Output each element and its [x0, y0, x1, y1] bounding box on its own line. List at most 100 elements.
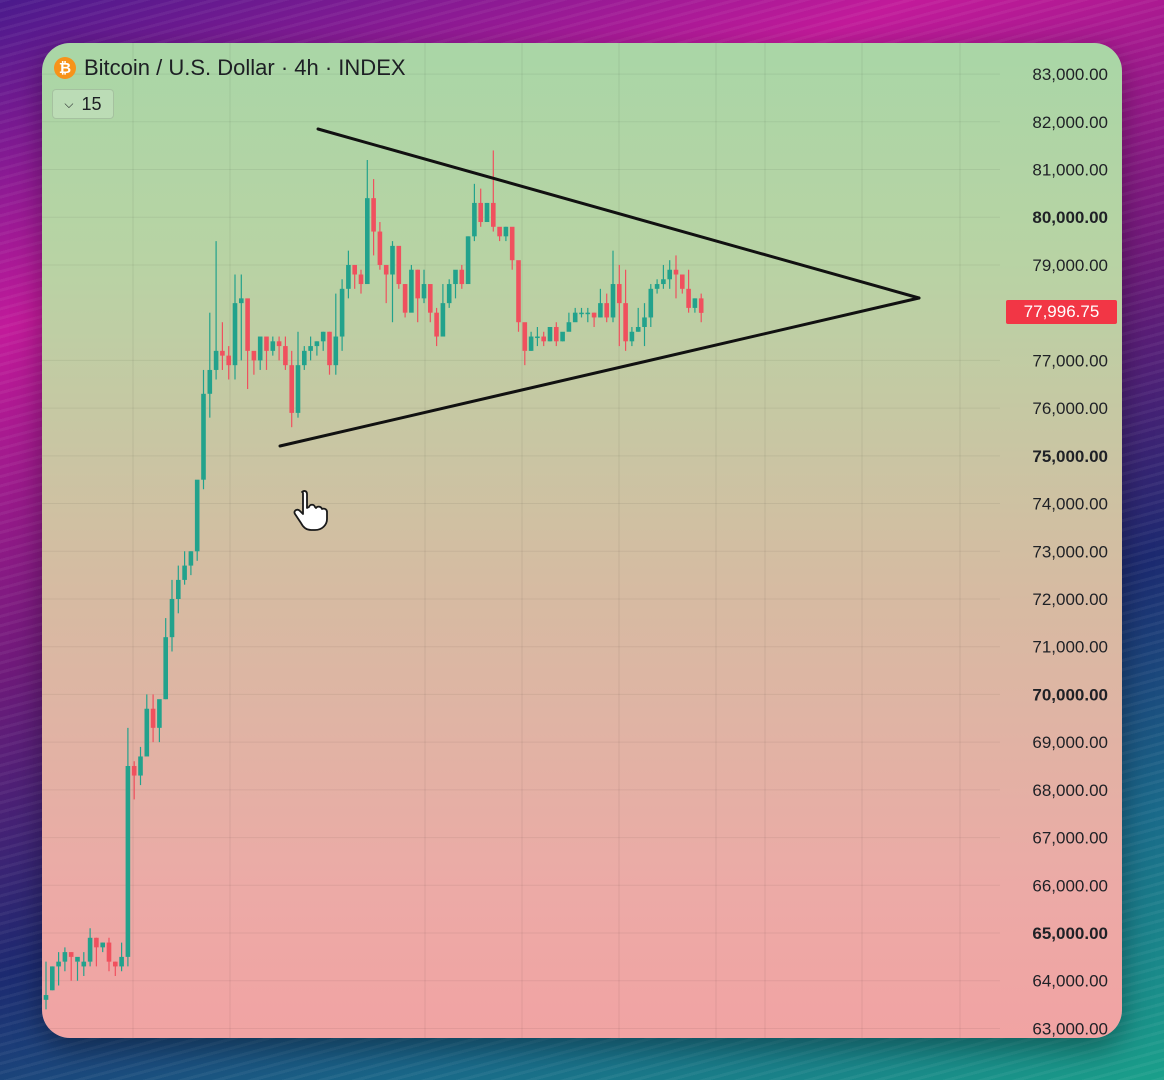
chart-panel[interactable]: 83,000.00 82,000.00 81,000.00 80,000.00 79,0… [42, 43, 1122, 1038]
candle [509, 226, 515, 270]
candle-body [686, 288, 691, 308]
candle-body [522, 322, 528, 351]
candle-body [276, 341, 282, 347]
price-axis-tick-label: 76,000.00 [1032, 399, 1108, 418]
candle [257, 336, 263, 370]
candle-body [283, 346, 288, 366]
candle-body [43, 995, 49, 1000]
candle [446, 279, 452, 308]
candle [220, 322, 225, 370]
candle [692, 298, 698, 313]
candle-body [566, 322, 572, 332]
price-axis[interactable]: 83,000.00 82,000.00 81,000.00 80,000.00 79,0… [1032, 65, 1108, 1038]
candle-body [56, 961, 61, 967]
candle-body [239, 298, 244, 304]
candle-body [491, 202, 496, 227]
candle-body [617, 284, 622, 304]
candle [396, 245, 402, 289]
candle-body [547, 326, 553, 342]
candle [572, 307, 578, 323]
candle-body [157, 699, 162, 728]
candle-body [144, 708, 150, 757]
candle-body [308, 346, 313, 351]
bitcoin-logo-icon: ₿ [54, 57, 76, 79]
candle [365, 159, 370, 285]
candle-body [572, 312, 578, 323]
price-axis-tick-label: 77,000.00 [1032, 351, 1108, 370]
candle-body [428, 284, 433, 313]
candle-body [226, 355, 231, 366]
candle-body [667, 269, 672, 280]
price-axis-tick-label: 70,000.00 [1032, 685, 1108, 704]
symbol-title[interactable]: Bitcoin / U.S. Dollar · 4h · INDEX [84, 55, 406, 80]
candle [465, 236, 471, 285]
candle [320, 331, 326, 351]
candle-body [94, 937, 99, 948]
hand-pointer-icon [293, 490, 328, 531]
candle [138, 746, 143, 786]
candle [251, 350, 257, 375]
candle-body [598, 303, 603, 318]
candle-body [150, 708, 156, 728]
candle [283, 336, 288, 370]
candle [125, 727, 131, 967]
candle [119, 942, 124, 972]
candle-body [295, 365, 301, 413]
candle-body [339, 288, 345, 337]
candle [415, 269, 420, 323]
price-axis-tick-label: 72,000.00 [1032, 590, 1108, 609]
candle-body [169, 598, 175, 638]
candle-body [446, 284, 452, 304]
upper-trendline[interactable] [316, 127, 921, 300]
candle-body [220, 350, 225, 356]
candle [201, 369, 206, 490]
candle [352, 264, 357, 289]
price-axis-tick-label: 73,000.00 [1032, 542, 1108, 561]
candle [610, 250, 616, 323]
candle-body [100, 942, 105, 948]
candle-body [106, 942, 112, 962]
candle [308, 336, 313, 361]
candlestick-chart[interactable]: 83,000.00 82,000.00 81,000.00 80,000.00 79,0… [42, 43, 1122, 1038]
candle [383, 264, 389, 304]
candle-body [201, 393, 206, 480]
symbol-header: ₿ Bitcoin / U.S. Dollar · 4h · INDEX [54, 55, 406, 81]
candle-body [509, 226, 515, 261]
price-axis-tick-label: 64,000.00 [1032, 972, 1108, 991]
candle [497, 226, 502, 242]
candle [554, 322, 559, 347]
candle-body [176, 579, 181, 599]
price-axis-tick-label: 67,000.00 [1032, 829, 1108, 848]
candle-body [207, 369, 213, 394]
candle [289, 350, 294, 428]
candle [62, 947, 68, 972]
price-axis-tick-label: 63,000.00 [1032, 1019, 1108, 1038]
candle [661, 264, 666, 289]
candle [402, 284, 408, 318]
candle-body [327, 331, 332, 366]
candle-body [194, 479, 200, 552]
candle-body [535, 336, 540, 339]
candle [270, 336, 276, 356]
candle [472, 183, 477, 242]
candle [169, 579, 175, 652]
candle-body [302, 350, 307, 366]
candle-body [232, 303, 238, 366]
price-axis-tick-label: 65,000.00 [1032, 924, 1108, 943]
candle [654, 279, 660, 294]
candle-body [371, 198, 376, 232]
candle [680, 274, 685, 294]
candle-body [377, 231, 383, 265]
candle-body [673, 269, 679, 275]
candles [43, 150, 704, 1010]
candle-body [182, 565, 187, 580]
indicators-toggle-button[interactable]: ⌵ 15 [52, 89, 114, 119]
candle [100, 942, 105, 953]
candle [176, 565, 181, 614]
candle [182, 551, 187, 585]
candle [478, 188, 483, 227]
lower-trendline[interactable] [278, 296, 921, 448]
candle-body [635, 326, 641, 332]
candle [75, 956, 80, 981]
candle [194, 479, 200, 561]
